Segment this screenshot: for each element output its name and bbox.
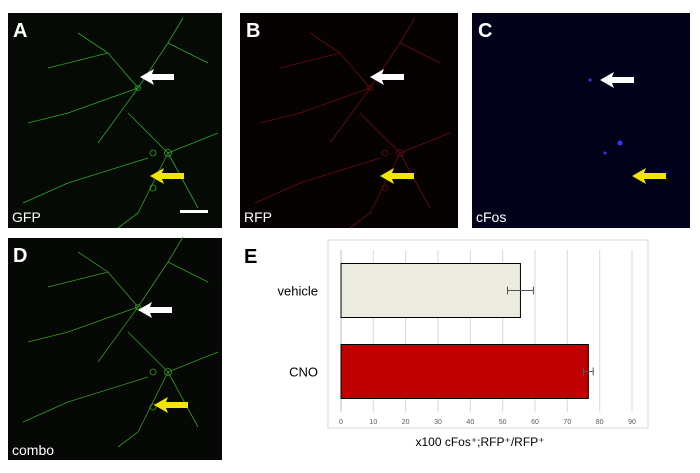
error-bar [583,367,594,376]
x-tick-label: 40 [466,419,474,426]
bar [340,344,589,399]
cell [588,78,592,82]
x-tick-label: 0 [339,419,343,426]
panel-caption: RFP [244,209,272,225]
panel-caption: combo [12,442,54,458]
x-tick-label: 80 [596,419,604,426]
panel-letter: C [478,20,492,42]
error-bar [507,286,534,295]
x-tick-label: 20 [402,419,410,426]
x-tick-label: 70 [563,419,571,426]
panel-caption: cFos [476,209,506,225]
panel-a: A GFP [8,13,222,229]
panel-letter: A [13,20,27,42]
panel-d: D combo [8,236,222,460]
x-tick-label: 10 [369,419,377,426]
chart: 0 10 20 30 40 50 60 70 80 90 vehicle CNO x100 cFos⁺;… [278,250,636,449]
panel-b: B RFP [240,13,458,229]
y-tick-label: vehicle [278,284,318,299]
scale-bar [180,210,208,213]
panel-letter: D [13,245,27,267]
image [472,13,690,228]
x-tick-label: 90 [628,419,636,426]
panel-letter: E [244,246,257,268]
image [8,238,222,460]
panel-letter: B [246,20,260,42]
bar [340,263,521,318]
cell [617,140,623,146]
image [8,13,222,228]
x-tick-label: 60 [531,419,539,426]
image [240,13,458,228]
x-tick-label: 50 [499,419,507,426]
panel-caption: GFP [12,209,41,225]
cell [603,151,607,155]
panel-c: C cFos [472,13,690,228]
x-axis-label: x100 cFos⁺;RFP⁺/RFP⁺ [415,435,544,449]
x-tick-label: 30 [434,419,442,426]
y-tick-label: CNO [289,365,318,380]
